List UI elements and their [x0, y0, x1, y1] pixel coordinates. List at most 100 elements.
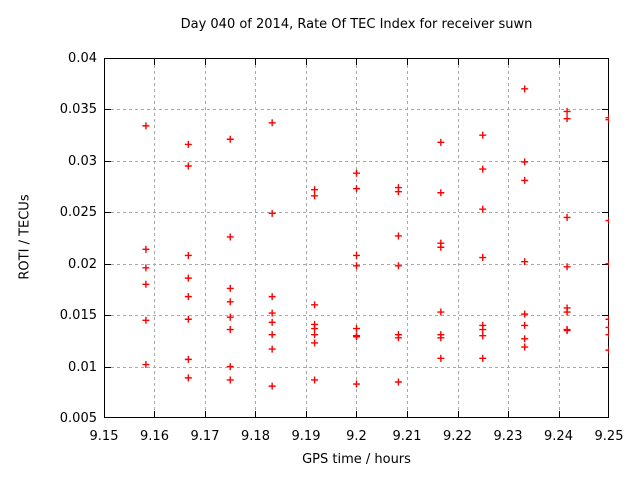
data-point-marker [184, 293, 192, 301]
x-tick-label: 9.21 [392, 429, 422, 444]
data-point-marker [521, 258, 529, 266]
data-point-marker [142, 316, 150, 324]
y-tick-label: 0.025 [59, 205, 97, 221]
data-point-marker [226, 313, 234, 321]
x-tick-label: 9.15 [89, 429, 119, 444]
data-point-marker [353, 185, 360, 193]
data-point-marker [394, 378, 402, 386]
data-point-marker [479, 205, 487, 213]
data-point-marker [394, 262, 402, 270]
data-point-marker [311, 186, 319, 194]
data-point-marker [226, 326, 234, 334]
x-tick-label: 9.25 [594, 429, 624, 444]
data-point-marker [563, 107, 571, 115]
data-point-marker [521, 176, 529, 184]
data-point-marker [521, 85, 529, 93]
data-point-marker [353, 325, 360, 333]
data-point-marker [521, 310, 529, 318]
data-point-marker [268, 331, 276, 339]
data-point-marker [479, 131, 487, 139]
data-point-marker [394, 334, 402, 342]
data-point-marker [353, 333, 360, 341]
data-point-marker [184, 274, 192, 282]
x-tick-label: 9.16 [140, 429, 169, 444]
data-point-marker [184, 374, 192, 382]
data-point-marker [226, 135, 234, 143]
data-point-marker [521, 343, 529, 351]
data-point-marker [479, 354, 487, 362]
data-point-marker [605, 260, 613, 268]
y-tick-label: 0.015 [59, 308, 97, 324]
data-point-marker [353, 262, 360, 270]
data-point-marker [437, 354, 445, 362]
data-point-marker [605, 217, 613, 225]
data-point-marker [353, 251, 360, 259]
data-point-marker [437, 243, 445, 251]
data-point-marker [394, 188, 402, 196]
data-point-marker [605, 315, 613, 323]
data-point-marker [563, 115, 571, 123]
data-point-marker [226, 284, 234, 292]
data-point-marker [605, 346, 613, 354]
data-point-marker [268, 382, 276, 390]
data-point-marker [563, 327, 571, 335]
plot-svg [104, 58, 613, 419]
data-point-marker [479, 165, 487, 173]
x-tick-label: 9.19 [291, 429, 321, 444]
x-tick-label: 9.18 [241, 429, 270, 444]
y-tick-label: 0.04 [68, 51, 97, 66]
data-point-marker [268, 309, 276, 317]
data-point-marker [268, 293, 276, 301]
plot-area [104, 58, 613, 419]
x-axis-label: GPS time / hours [302, 452, 411, 467]
data-point-marker [311, 376, 319, 384]
data-point-marker [353, 169, 360, 177]
data-point-marker [311, 301, 319, 309]
data-point-marker [268, 119, 276, 127]
data-point-marker [479, 326, 487, 334]
data-point-marker [268, 318, 276, 326]
data-point-marker [437, 308, 445, 316]
x-tick-label: 9.22 [443, 429, 472, 444]
data-point-marker [353, 380, 360, 388]
data-point-marker [142, 361, 150, 369]
x-tick-label: 9.17 [190, 429, 220, 444]
y-tick-label: 0.02 [68, 256, 97, 272]
data-point-marker [142, 264, 150, 272]
data-point-marker [479, 332, 487, 340]
data-point-marker [437, 189, 445, 197]
data-point-marker [563, 263, 571, 271]
data-point-marker [184, 315, 192, 323]
data-point-marker [184, 251, 192, 259]
data-point-marker [521, 321, 529, 329]
data-point-marker [184, 355, 192, 363]
data-point-marker [184, 162, 192, 170]
data-point-marker [437, 138, 445, 146]
data-point-marker [479, 254, 487, 262]
data-point-marker [142, 245, 150, 253]
data-point-marker [311, 192, 319, 200]
x-tick-label: 9.24 [544, 429, 573, 444]
data-point-marker [226, 298, 234, 306]
data-point-marker [563, 308, 571, 316]
y-tick-label: 0.03 [68, 153, 97, 169]
data-point-marker [563, 213, 571, 221]
data-point-marker [226, 376, 234, 384]
plot-border [104, 58, 609, 418]
data-point-marker [394, 232, 402, 240]
data-point-marker [226, 363, 234, 371]
data-point-marker [437, 334, 445, 342]
x-tick-label: 9.23 [493, 429, 523, 444]
y-tick-label: 0.005 [59, 411, 97, 426]
data-point-marker [142, 122, 150, 130]
data-point-marker [311, 339, 319, 347]
chart-title: Day 040 of 2014, Rate Of TEC Index for r… [180, 17, 533, 32]
data-point-marker [226, 233, 234, 241]
y-tick-label: 0.035 [59, 102, 97, 118]
y-tick-label: 0.01 [68, 359, 97, 375]
data-point-marker [268, 345, 276, 353]
data-point-marker [311, 325, 319, 333]
x-tick-label: 9.2 [346, 429, 367, 444]
data-point-marker [142, 280, 150, 288]
